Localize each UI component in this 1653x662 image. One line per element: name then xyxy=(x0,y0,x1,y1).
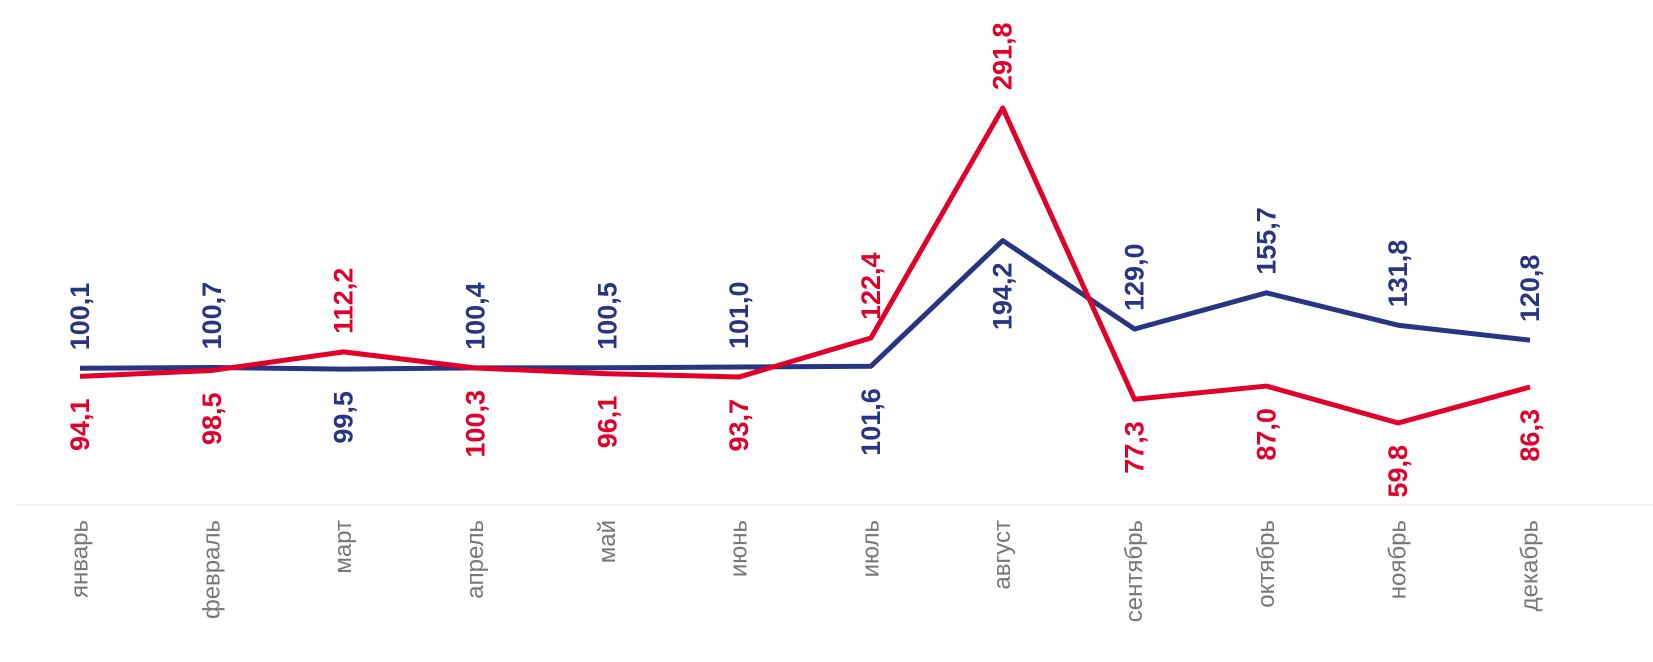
value-label: 86,3 xyxy=(1515,409,1545,462)
x-tick-label: июнь xyxy=(726,520,753,577)
x-tick-label: ноябрь xyxy=(1385,520,1412,599)
x-tick-label: февраль xyxy=(198,520,225,619)
x-tick-label: декабрь xyxy=(1517,520,1544,611)
value-label: 131,8 xyxy=(1383,240,1413,308)
value-label: 100,1 xyxy=(65,283,95,351)
value-label: 94,1 xyxy=(65,398,95,451)
value-label: 100,4 xyxy=(460,282,490,350)
value-label: 96,1 xyxy=(592,396,622,449)
value-label: 100,5 xyxy=(592,282,622,350)
x-tick-label: март xyxy=(330,520,357,574)
value-label: 77,3 xyxy=(1120,421,1150,474)
value-label: 194,2 xyxy=(988,263,1018,331)
value-label: 99,5 xyxy=(329,391,359,444)
series-line xyxy=(79,105,1531,426)
x-tick-label: июль xyxy=(857,520,884,577)
value-label: 98,5 xyxy=(197,392,227,445)
value-label: 120,8 xyxy=(1515,255,1545,323)
x-tick-label: октябрь xyxy=(1253,520,1280,608)
value-label: 101,6 xyxy=(856,388,886,456)
value-label: 101,0 xyxy=(724,281,754,349)
value-label: 155,7 xyxy=(1251,207,1281,275)
value-label: 291,8 xyxy=(988,22,1018,90)
value-label: 129,0 xyxy=(1120,243,1150,311)
value-label: 112,2 xyxy=(329,268,359,334)
x-tick-label: январь xyxy=(67,520,94,598)
x-tick-label: май xyxy=(594,520,621,563)
value-label: 100,7 xyxy=(197,282,227,350)
value-label: 122,4 xyxy=(856,252,886,320)
series-line xyxy=(79,238,1531,372)
value-label: 59,8 xyxy=(1383,445,1413,498)
value-label: 87,0 xyxy=(1251,408,1281,461)
x-tick-label: апрель xyxy=(462,520,489,599)
x-tick-label: сентябрь xyxy=(1121,520,1148,622)
value-label: 100,3 xyxy=(460,390,490,458)
value-label: 93,7 xyxy=(724,399,754,452)
x-tick-label: август xyxy=(989,520,1016,590)
